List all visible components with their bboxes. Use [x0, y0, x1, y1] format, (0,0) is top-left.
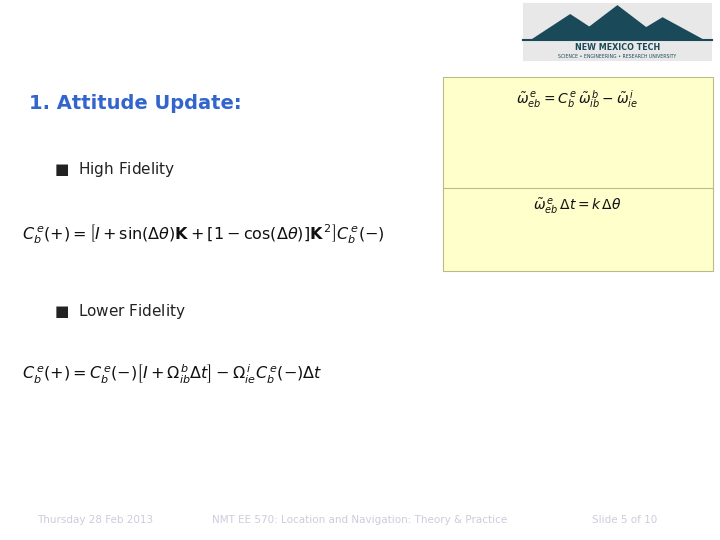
FancyBboxPatch shape: [443, 188, 713, 271]
Polygon shape: [626, 17, 703, 39]
Text: $\blacksquare$  High Fidelity: $\blacksquare$ High Fidelity: [54, 160, 175, 179]
Text: Navigation Equations - Case 2: ECEF Mechanization: Navigation Equations - Case 2: ECEF Mech…: [8, 43, 433, 58]
Text: $C_b^{\,e}(+) = C_b^{\,e}(-)\left[ I + \Omega_{ib}^{\,b}\Delta t \right] - \Omeg: $C_b^{\,e}(+) = C_b^{\,e}(-)\left[ I + \…: [22, 362, 322, 386]
Text: Slide 5 of 10: Slide 5 of 10: [592, 515, 657, 525]
Text: $C_b^{\,e}(+) = \left[ I + \sin(\Delta\theta)\mathbf{K} + \left[1 - \cos(\Delta\: $C_b^{\,e}(+) = \left[ I + \sin(\Delta\t…: [22, 223, 384, 246]
Text: $\tilde{\omega}_{eb}^{\,e}\,\Delta t = k\,\Delta\theta$: $\tilde{\omega}_{eb}^{\,e}\,\Delta t = k…: [534, 197, 621, 217]
Text: Thursday 28 Feb 2013: Thursday 28 Feb 2013: [37, 515, 153, 525]
Text: SCIENCE • ENGINEERING • RESEARCH UNIVERSITY: SCIENCE • ENGINEERING • RESEARCH UNIVERS…: [558, 53, 677, 58]
Text: $\blacksquare$  Lower Fidelity: $\blacksquare$ Lower Fidelity: [54, 301, 186, 321]
FancyBboxPatch shape: [523, 3, 712, 61]
Polygon shape: [531, 14, 609, 39]
Text: NMT EE 570: Location and Navigation: Theory & Practice: NMT EE 570: Location and Navigation: The…: [212, 515, 508, 525]
Text: NEW MEXICO TECH: NEW MEXICO TECH: [575, 43, 660, 52]
FancyBboxPatch shape: [443, 77, 713, 192]
Text: Navigation Sensors and INS Mechanization: Navigation Sensors and INS Mechanization: [8, 14, 462, 33]
Text: 1. Attitude Update:: 1. Attitude Update:: [29, 94, 241, 113]
Polygon shape: [572, 5, 662, 39]
Text: $\tilde{\omega}_{eb}^{\,e} = C_b^{\,e}\,\tilde{\omega}_{ib}^{\,b} - \tilde{\omeg: $\tilde{\omega}_{eb}^{\,e} = C_b^{\,e}\,…: [516, 87, 639, 110]
